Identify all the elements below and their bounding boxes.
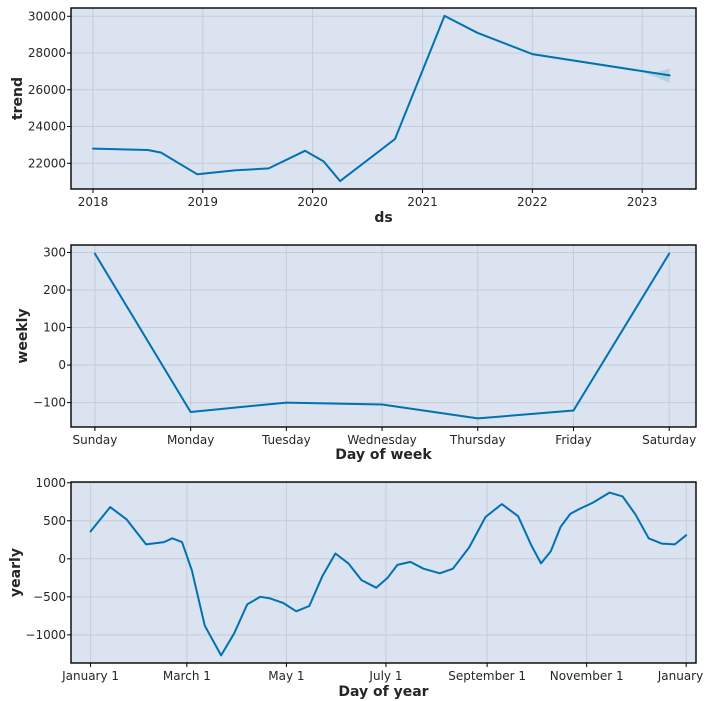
- y-tick-label: 24000: [28, 120, 66, 134]
- y-tick-label: 100: [43, 321, 66, 335]
- x-tick-label: November 1: [550, 669, 624, 683]
- y-axis-label: trend: [10, 77, 26, 120]
- yearly-panel: January 1 March 1 May 1 July 1 September 1 No…: [8, 476, 707, 700]
- y-tick-label: 300: [43, 246, 66, 260]
- x-tick-label: 2020: [297, 195, 328, 209]
- y-axis-label: yearly: [8, 548, 24, 597]
- y-tick-label: 28000: [28, 46, 66, 60]
- y-tick-label: 26000: [28, 83, 66, 97]
- x-tick-label: Thursday: [449, 433, 506, 447]
- plot-background: [71, 482, 696, 663]
- uncertainty-band: [642, 68, 670, 83]
- x-axis-label: Day of year: [338, 684, 428, 700]
- y-tick-label: 200: [43, 283, 66, 297]
- x-tick-label: 2021: [407, 195, 438, 209]
- x-tick-label: 2022: [517, 195, 548, 209]
- series-line: [92, 14, 671, 183]
- x-tick-label: Monday: [167, 433, 214, 447]
- y-axis-label: weekly: [15, 308, 31, 363]
- plot-background: [71, 245, 696, 427]
- x-tick-label: July 1: [368, 669, 402, 683]
- plot-frame: [70, 244, 697, 428]
- x-tick-label: Sunday: [72, 433, 117, 447]
- y-tick-label: 0: [58, 552, 66, 566]
- trend-panel: 2018 2019 2020 2021 2022 2023 22000 24000 26000 2…: [10, 7, 697, 226]
- plot-frame: [70, 481, 697, 664]
- series-line: [89, 491, 688, 657]
- x-tick-label: May 1: [268, 669, 304, 683]
- y-tick-label: −1000: [25, 628, 66, 642]
- x-tick-label: Friday: [555, 433, 591, 447]
- x-tick-label: Saturday: [642, 433, 696, 447]
- x-tick-label: Tuesday: [261, 433, 311, 447]
- y-tick-label: 0: [58, 358, 66, 372]
- x-tick-label: 2018: [78, 195, 109, 209]
- x-axis-label: ds: [374, 210, 392, 226]
- x-axis-label: Day of week: [335, 447, 432, 463]
- x-tick-label: 2023: [627, 195, 658, 209]
- y-tick-label: 1000: [35, 476, 66, 490]
- y-tick-label: −500: [33, 590, 66, 604]
- x-tick-label: Wednesday: [347, 433, 416, 447]
- x-tick-label: January 1: [657, 669, 707, 683]
- y-tick-label: −100: [33, 396, 66, 410]
- plot-frame: [70, 7, 697, 190]
- y-tick-label: 500: [43, 514, 66, 528]
- weekly-panel: Sunday Monday Tuesday Wednesday Thursday Frid…: [15, 244, 697, 463]
- plot-background: [71, 8, 696, 189]
- x-tick-label: September 1: [448, 669, 526, 683]
- y-tick-label: 30000: [28, 9, 66, 23]
- x-tick-label: 2019: [188, 195, 219, 209]
- x-tick-label: March 1: [163, 669, 211, 683]
- x-tick-label: January 1: [61, 669, 119, 683]
- y-tick-label: 22000: [28, 156, 66, 170]
- series-line: [93, 252, 671, 420]
